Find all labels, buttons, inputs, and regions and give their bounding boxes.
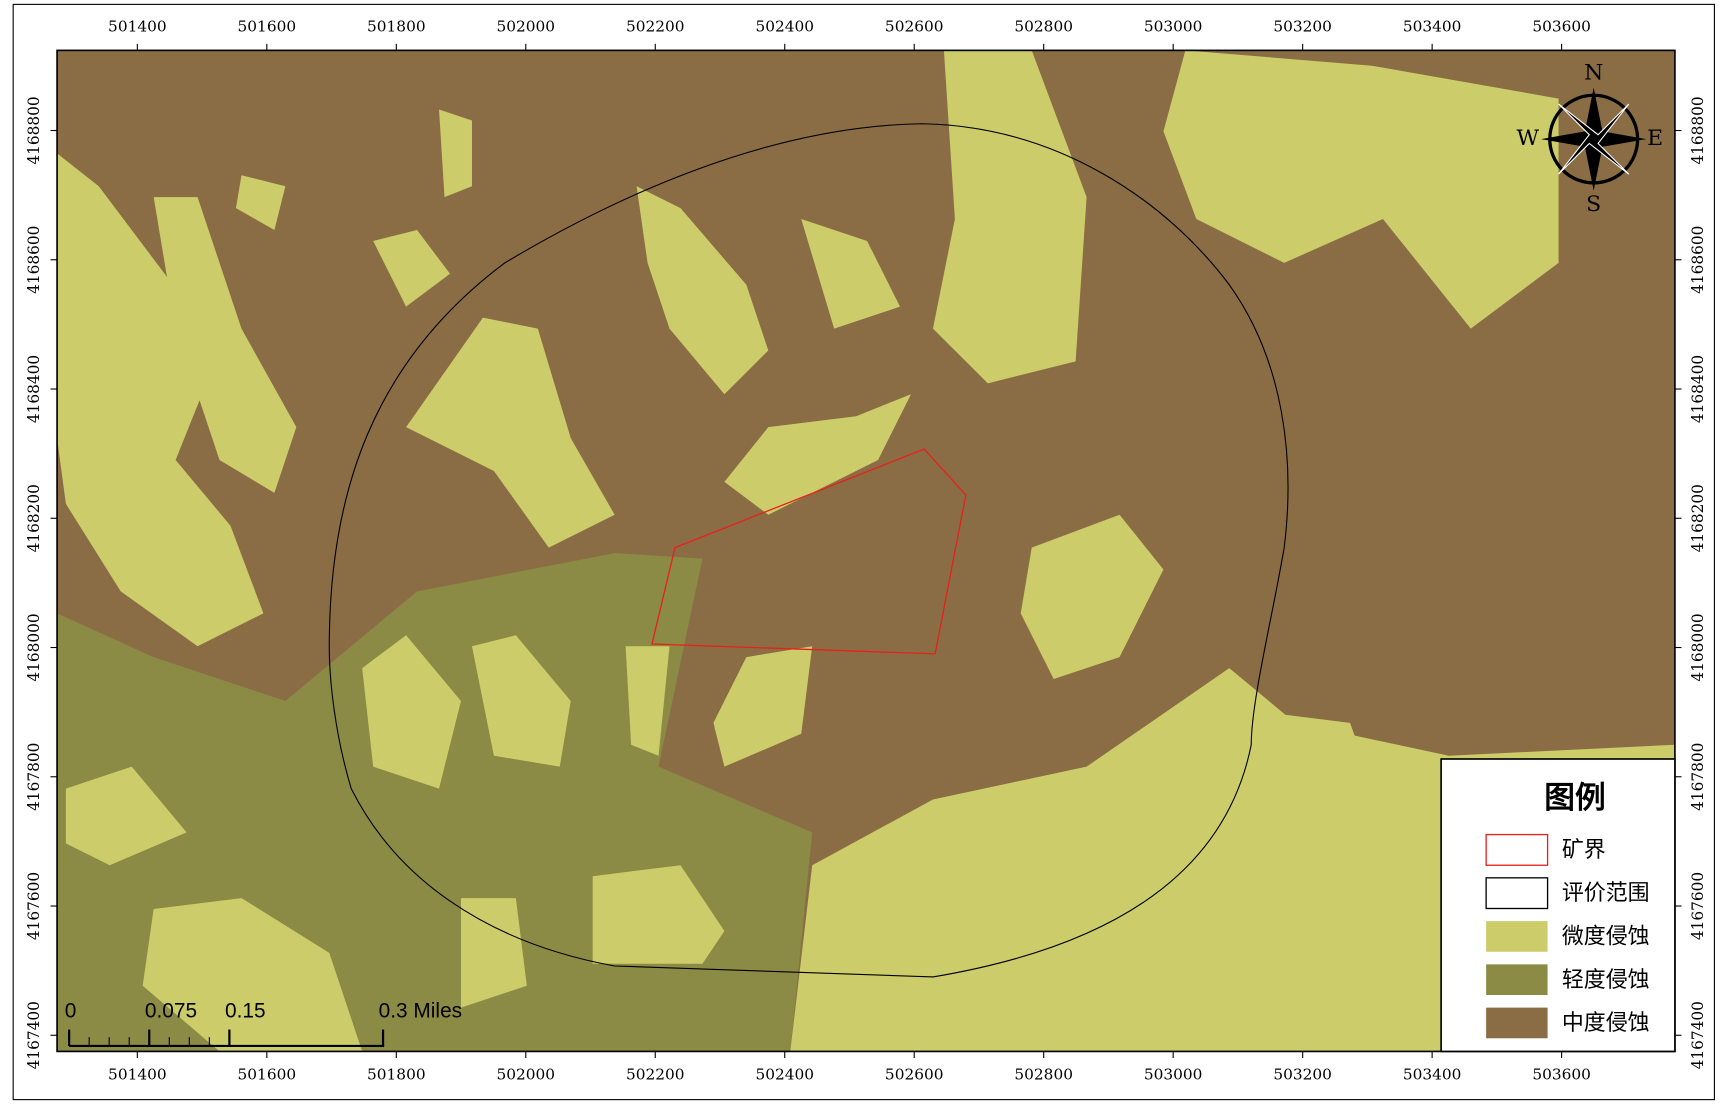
scale-bar-label: 0 <box>65 1000 77 1023</box>
y-tick-label-left: 4167800 <box>25 743 43 811</box>
mine-boundary <box>651 448 967 655</box>
y-tick-label-left: 4168600 <box>25 226 43 294</box>
x-tick-label-top: 503600 <box>1532 17 1591 35</box>
compass-south: S <box>1586 192 1601 217</box>
y-tick-label-right: 4167400 <box>1689 1001 1707 1069</box>
x-tick-label-top: 502400 <box>755 17 814 35</box>
x-tick-label-top: 501800 <box>367 17 426 35</box>
y-tick-label-right: 4168400 <box>1689 355 1707 423</box>
x-tick-label-bottom: 501800 <box>367 1066 426 1084</box>
scale-bar-label: 0.3 Miles <box>379 1000 462 1023</box>
y-tick-label-left: 4167600 <box>25 872 43 940</box>
x-tick-label-bottom: 502800 <box>1014 1066 1073 1084</box>
legend-swatch <box>1486 1007 1548 1039</box>
legend-swatch <box>1486 921 1548 952</box>
x-tick-label-top: 502200 <box>626 17 685 35</box>
y-tick-label-right: 4167800 <box>1689 743 1707 811</box>
x-tick-label-bottom: 502400 <box>755 1066 814 1084</box>
x-tick-label-bottom: 502200 <box>626 1066 685 1084</box>
evaluation-boundary <box>328 123 1289 978</box>
y-tick-label-right: 4168200 <box>1689 484 1707 552</box>
x-tick-label-bottom: 501600 <box>238 1066 297 1084</box>
x-tick-label-bottom: 501400 <box>108 1066 167 1084</box>
legend-swatch <box>1485 833 1549 866</box>
legend-label: 矿界 <box>1562 838 1606 863</box>
legend-title: 图例 <box>1544 781 1605 816</box>
scale-bar-label: 0.075 <box>145 1000 197 1023</box>
x-tick-label-top: 503400 <box>1403 17 1462 35</box>
y-tick-label-right: 4168600 <box>1689 226 1707 294</box>
y-tick-label-left: 4168200 <box>25 484 43 552</box>
y-tick-label-left: 4167400 <box>25 1001 43 1069</box>
legend-label: 轻度侵蚀 <box>1562 968 1650 993</box>
x-tick-label-top: 503200 <box>1273 17 1332 35</box>
x-tick-label-top: 503000 <box>1144 17 1203 35</box>
compass-east: E <box>1647 126 1663 151</box>
map-frame <box>56 49 1676 1053</box>
legend-box <box>1440 758 1676 1053</box>
compass-north: N <box>1584 60 1603 85</box>
x-tick-label-bottom: 502600 <box>885 1066 944 1084</box>
y-tick-label-right: 4167600 <box>1689 872 1707 940</box>
y-tick-label-right: 4168000 <box>1689 613 1707 681</box>
x-tick-label-bottom: 503400 <box>1403 1066 1462 1084</box>
legend-label: 评价范围 <box>1562 881 1650 906</box>
x-tick-label-bottom: 502000 <box>496 1066 555 1084</box>
y-tick-label-left: 4168000 <box>25 613 43 681</box>
x-tick-label-top: 502800 <box>1014 17 1073 35</box>
legend-swatch <box>1485 877 1549 910</box>
erosion-layer <box>57 50 1675 1052</box>
y-tick-label-left: 4168800 <box>25 96 43 164</box>
y-tick-label-left: 4168400 <box>25 355 43 423</box>
x-tick-label-top: 502000 <box>496 17 555 35</box>
legend-label: 中度侵蚀 <box>1562 1011 1650 1036</box>
x-tick-label-top: 501600 <box>238 17 297 35</box>
x-tick-label-bottom: 503000 <box>1144 1066 1203 1084</box>
x-tick-label-top: 502600 <box>885 17 944 35</box>
scale-bar-label: 0.15 <box>225 1000 266 1023</box>
compass-west: W <box>1517 126 1540 151</box>
x-tick-label-top: 501400 <box>108 17 167 35</box>
x-tick-label-bottom: 503600 <box>1532 1066 1591 1084</box>
legend-swatch <box>1486 964 1548 996</box>
y-tick-label-right: 4168800 <box>1689 96 1707 164</box>
compass-star-diagonal <box>1558 103 1630 175</box>
north-arrow: N S E W <box>1517 60 1664 216</box>
x-tick-label-bottom: 503200 <box>1273 1066 1332 1084</box>
legend-label: 微度侵蚀 <box>1562 925 1650 950</box>
